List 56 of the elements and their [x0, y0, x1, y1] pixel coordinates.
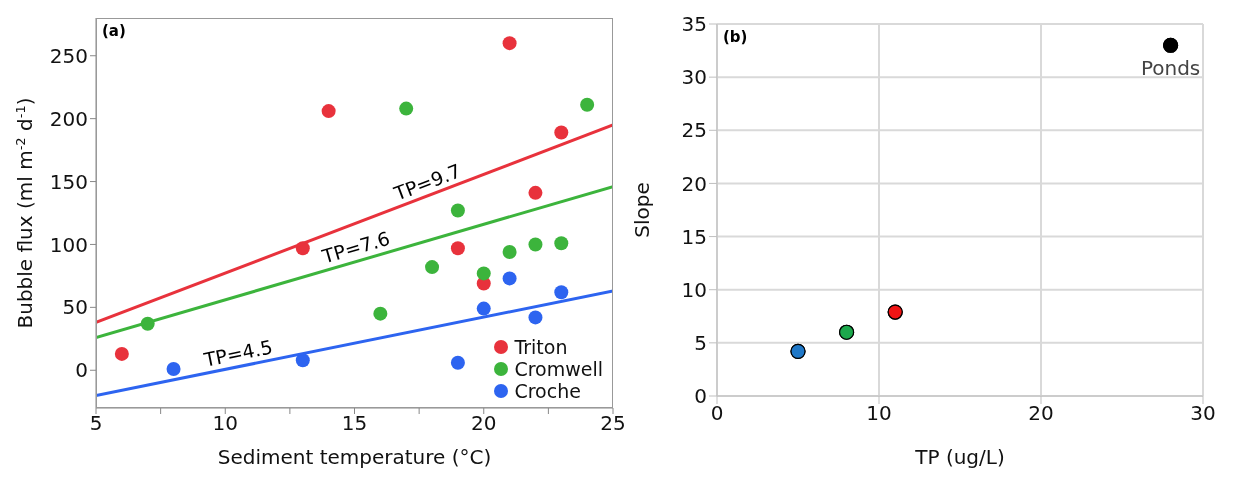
- x-tick-label: 20: [471, 411, 497, 436]
- point: [373, 306, 388, 321]
- y-tick-label: 0: [694, 384, 707, 409]
- x-tick-label: 15: [341, 411, 368, 436]
- y-tick-label: 20: [681, 171, 707, 196]
- point: [502, 271, 517, 286]
- x-axis-title: Sediment temperature (°C): [217, 445, 492, 469]
- annotation: TP=7.6: [318, 226, 393, 268]
- point: [554, 285, 569, 300]
- y-tick-label: 25: [681, 118, 707, 143]
- y-axis-title: Slope: [630, 182, 654, 238]
- point: [528, 310, 543, 325]
- y-tick-label: 5: [694, 330, 707, 355]
- x-tick-label: 30: [1190, 401, 1216, 426]
- y-tick-label: 0: [75, 358, 88, 383]
- y-tick-label: 200: [49, 106, 88, 131]
- legend-label: Cromwell: [514, 358, 603, 380]
- point: [580, 97, 595, 112]
- x-axis-title: TP (ug/L): [914, 445, 1005, 469]
- y-tick-label: 10: [681, 277, 707, 302]
- point: [528, 237, 543, 252]
- y-tick-label: 35: [681, 12, 707, 37]
- point: [502, 245, 517, 259]
- y-tick-label: 250: [49, 43, 88, 68]
- point: [450, 355, 465, 370]
- y-tick-label: 30: [681, 65, 707, 90]
- annotation: TP=4.5: [201, 335, 275, 371]
- y-tick-label: 15: [681, 224, 707, 249]
- x-tick-label: 25: [600, 411, 626, 436]
- point: [166, 362, 181, 376]
- y-tick-label: 150: [49, 169, 88, 194]
- point: [476, 266, 491, 281]
- point: [450, 241, 465, 256]
- y-tick-label: 50: [62, 295, 88, 320]
- point: [295, 353, 310, 368]
- x-tick-label: 0: [710, 401, 724, 426]
- point: [502, 36, 517, 51]
- point: [425, 260, 440, 275]
- x-tick-label: 10: [866, 401, 892, 426]
- point: [554, 236, 569, 251]
- point: [554, 125, 569, 140]
- annotation: Ponds: [1140, 56, 1201, 81]
- point: [399, 101, 414, 116]
- annotation: (b): [723, 28, 748, 46]
- point: [450, 203, 465, 218]
- x-tick-label: 10: [212, 411, 238, 436]
- point: [114, 346, 129, 361]
- point: [1163, 37, 1179, 53]
- y-tick-label: 100: [49, 232, 88, 257]
- legend-label: Triton: [514, 336, 568, 358]
- point: [528, 185, 543, 200]
- point: [476, 301, 491, 316]
- point: [321, 104, 336, 119]
- legend-label: Croche: [514, 380, 581, 402]
- x-tick-label: 20: [1028, 401, 1054, 426]
- annotation: (a): [102, 22, 126, 40]
